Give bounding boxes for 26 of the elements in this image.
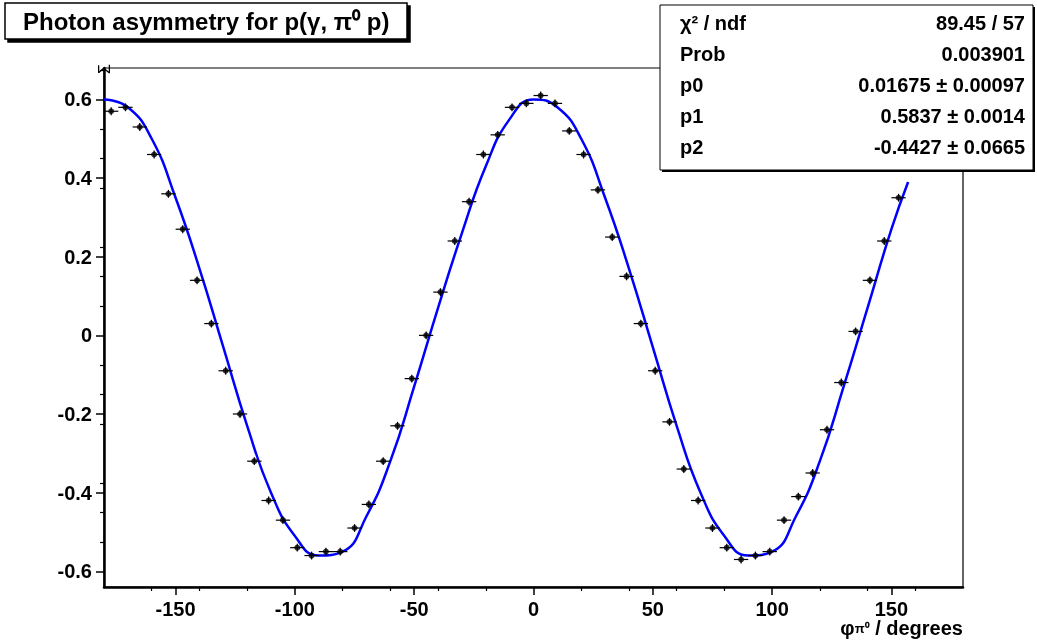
x-tick-label: 150 (874, 598, 909, 620)
annotation: -0.4427 ± 0.0665 (873, 136, 1025, 158)
x-tick-label: 0 (527, 598, 540, 620)
y-tick-label: -0.6 (57, 560, 92, 583)
annotation: p1 (680, 105, 704, 127)
x-axis-title: φπ⁰ / degrees (840, 617, 964, 639)
x-tick-label: -100 (274, 598, 315, 620)
y-tick-label: 0.2 (64, 245, 92, 268)
annotation: 0.5837 ± 0.0014 (880, 105, 1026, 127)
chart-title: Photon asymmetry for p(γ, π⁰ p) (23, 7, 390, 35)
annotation: 0.01675 ± 0.00097 (858, 74, 1025, 96)
text: 0.003901 (941, 43, 1025, 65)
y-tick-label: 0.6 (64, 88, 92, 111)
text: 89.45 / 57 (936, 12, 1025, 34)
y-tick-label: -0.2 (57, 403, 92, 425)
annotation: p2 (680, 136, 704, 158)
y-tick-label: -0.4 (57, 481, 93, 504)
text: χ² / ndf (680, 12, 747, 34)
text: Prob (680, 43, 726, 65)
x-tick-label: 50 (641, 598, 664, 620)
annotation: p0 (680, 74, 704, 96)
x-tick-label: -150 (155, 598, 196, 620)
y-tick-label: 0.4 (64, 167, 93, 190)
x-tick-label: 100 (755, 598, 789, 620)
x-tick-label: -50 (399, 598, 429, 620)
y-tick-label: 0 (80, 324, 92, 347)
